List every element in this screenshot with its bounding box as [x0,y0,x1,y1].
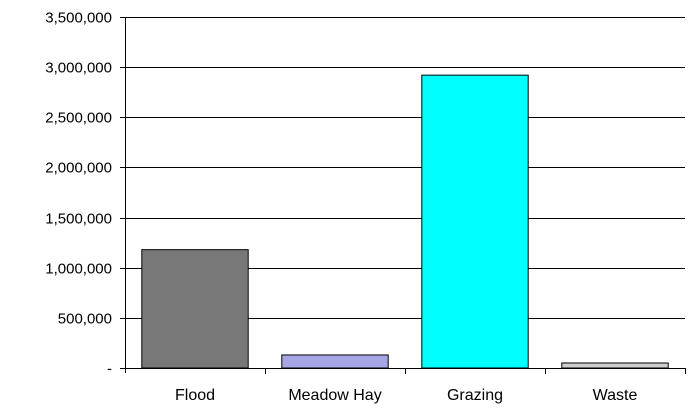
y-tick-label: 1,500,000 [45,211,112,228]
x-tick-label: Meadow Hay [288,387,381,404]
y-tick-label: 2,500,000 [45,110,112,127]
y-tick-label: 2,000,000 [45,160,112,177]
y-tick-label: 3,000,000 [45,60,112,77]
x-tick-label: Waste [593,387,638,404]
x-tick-label: Grazing [447,387,503,404]
bar [281,354,389,369]
tick-labels: - 500,000 1,000,000 1,500,000 2,000,000 2,500… [45,10,637,405]
bar [561,362,669,369]
y-tick-label: 500,000 [58,311,112,328]
bar [141,249,249,369]
x-tick-label: Flood [175,387,215,404]
bar [421,74,529,369]
y-tick-label: 1,000,000 [45,261,112,278]
bars [141,74,669,369]
y-tick-label: 3,500,000 [45,10,112,27]
axes [120,17,686,374]
y-tick-label: - [107,361,112,378]
